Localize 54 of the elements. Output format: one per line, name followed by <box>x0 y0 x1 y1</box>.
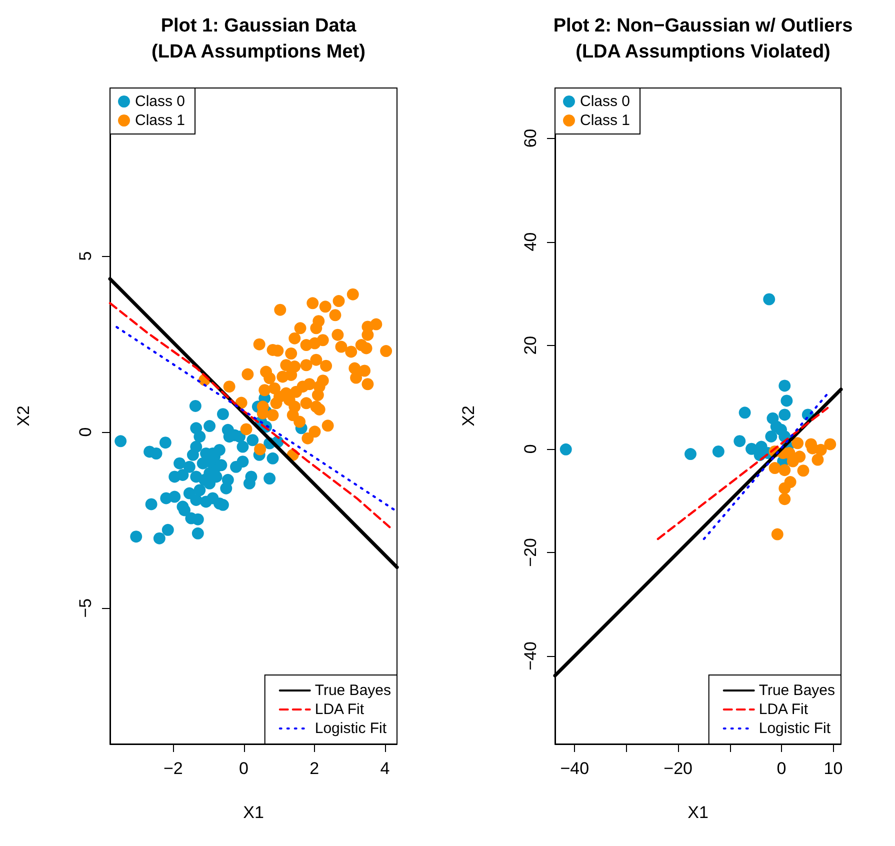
point <box>768 462 781 474</box>
legend-label: Class 1 <box>580 112 630 129</box>
x-tick-label: 4 <box>380 759 390 778</box>
point <box>778 464 791 476</box>
legend-label: Class 0 <box>580 93 630 110</box>
x-tick-label: 2 <box>310 759 320 778</box>
legend-label: True Bayes <box>758 682 836 699</box>
legend-label: Class 0 <box>135 93 186 110</box>
legend-label: True Bayes <box>314 682 392 699</box>
legend-label: Logistic Fit <box>758 720 832 737</box>
point <box>771 528 784 540</box>
x-axis-title: X1 <box>688 803 708 822</box>
y-tick-label: 0 <box>76 427 95 437</box>
point <box>738 406 751 419</box>
point <box>763 293 776 306</box>
y-tick-label: 40 <box>521 232 540 252</box>
point <box>784 476 796 488</box>
point <box>765 430 778 442</box>
y-tick-label: −40 <box>521 642 540 670</box>
chart-title: Plot 1: Gaussian Data (LDA Assumptions Met) <box>152 16 366 62</box>
point <box>797 464 810 477</box>
line-series <box>108 302 391 528</box>
y-tick-label: 0 <box>521 444 540 454</box>
legend-label: Logistic Fit <box>314 720 388 737</box>
x-tick-label: −20 <box>664 759 693 778</box>
y-axis-title: X2 <box>14 406 33 426</box>
point <box>786 455 799 468</box>
point <box>792 437 804 450</box>
point <box>812 454 824 466</box>
legend-label: Class 1 <box>135 112 186 129</box>
x-tick-label: 0 <box>776 759 786 778</box>
y-tick-label: −20 <box>521 538 540 567</box>
x-tick-label: −40 <box>560 759 590 778</box>
point <box>778 493 791 506</box>
y-tick-label: 5 <box>76 251 95 261</box>
legend-label: LDA Fit <box>314 701 365 718</box>
x-tick-label: 10 <box>824 759 843 778</box>
point <box>560 443 572 456</box>
point <box>734 435 746 448</box>
point <box>712 445 724 458</box>
y-tick-label: 60 <box>521 128 540 148</box>
x-tick-label: −2 <box>163 759 183 778</box>
y-tick-label: −5 <box>76 598 95 618</box>
x-axis-title: X1 <box>243 803 264 822</box>
y-axis-title: X2 <box>459 406 478 426</box>
y-tick-label: 20 <box>521 336 540 355</box>
chart-title: Plot 2: Non−Gaussian w/ Outliers (LDA Assumptions Violated) <box>553 16 853 62</box>
point <box>778 408 791 421</box>
legend-label: LDA Fit <box>758 701 809 718</box>
point <box>824 438 836 450</box>
point <box>780 394 793 407</box>
point <box>778 380 791 392</box>
point <box>684 448 696 460</box>
x-tick-label: 0 <box>239 759 249 778</box>
